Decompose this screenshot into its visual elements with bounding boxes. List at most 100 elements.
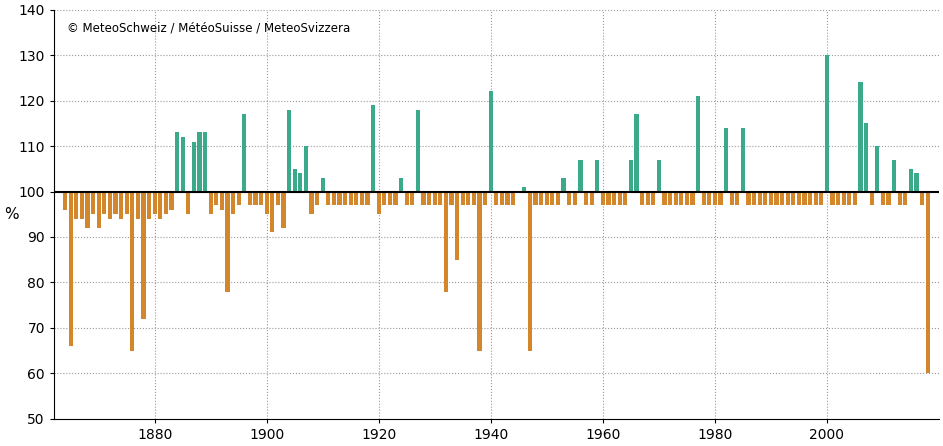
Bar [915,173,918,191]
Bar [488,91,493,191]
Bar [752,191,756,205]
Bar [920,191,924,205]
Bar [567,191,571,205]
Bar [858,83,863,191]
Bar [472,191,476,205]
Bar [360,191,364,205]
Bar [685,191,689,205]
Bar [886,191,890,205]
Bar [170,191,174,210]
Bar [494,191,499,205]
Bar [578,160,583,191]
Bar [136,191,141,219]
Bar [690,191,694,205]
Bar [909,169,913,191]
Bar [231,191,235,214]
Bar [477,191,482,351]
Bar [181,137,185,191]
Bar [841,191,846,205]
Bar [271,191,274,232]
Bar [612,191,616,205]
Bar [124,191,129,214]
Bar [108,191,112,219]
Bar [769,191,773,205]
Bar [214,191,219,205]
Bar [736,191,739,205]
Bar [673,191,678,205]
Bar [595,160,600,191]
Bar [780,191,785,205]
Bar [898,191,902,205]
Bar [724,128,728,191]
Bar [719,191,722,205]
Bar [831,191,835,205]
Bar [852,191,857,205]
Bar [438,191,442,205]
Bar [668,191,672,205]
Bar [551,191,554,205]
Bar [835,191,840,205]
Bar [757,191,762,205]
Bar [774,191,779,205]
Bar [522,187,526,191]
Bar [355,191,358,205]
Bar [903,191,907,205]
Bar [629,160,633,191]
Bar [656,160,661,191]
Text: © MeteoSchweiz / MétéoSuisse / MeteoSvizzera: © MeteoSchweiz / MétéoSuisse / MeteoSviz… [67,22,351,35]
Bar [623,191,627,205]
Bar [298,173,303,191]
Bar [696,96,700,191]
Bar [433,191,437,205]
Bar [119,191,124,219]
Bar [141,191,145,319]
Bar [740,128,745,191]
Bar [388,191,392,205]
Bar [730,191,734,205]
Bar [175,132,179,191]
Bar [847,191,852,205]
Bar [635,114,638,191]
Bar [69,191,73,346]
Bar [606,191,610,205]
Bar [819,191,823,205]
Bar [96,191,101,228]
Bar [534,191,538,205]
Bar [366,191,370,205]
Bar [376,191,381,214]
Bar [147,191,151,219]
Bar [505,191,510,205]
Bar [802,191,806,205]
Bar [259,191,263,205]
Bar [702,191,705,205]
Bar [646,191,650,205]
Bar [332,191,336,205]
Bar [304,146,308,191]
Bar [528,191,532,351]
Bar [555,191,560,205]
Bar [466,191,471,205]
Bar [746,191,751,205]
Bar [881,191,885,205]
Bar [713,191,717,205]
Bar [187,191,190,214]
Bar [393,191,398,205]
Bar [382,191,387,205]
Bar [601,191,604,205]
Bar [276,191,280,205]
Bar [321,178,325,191]
Bar [405,191,409,205]
Bar [483,191,488,205]
Bar [461,191,465,205]
Bar [561,178,566,191]
Y-axis label: %: % [4,207,19,222]
Bar [399,178,404,191]
Bar [225,191,230,292]
Bar [791,191,795,205]
Bar [640,191,644,205]
Bar [164,191,168,214]
Bar [925,191,930,373]
Bar [287,110,291,191]
Bar [86,191,90,228]
Bar [113,191,118,214]
